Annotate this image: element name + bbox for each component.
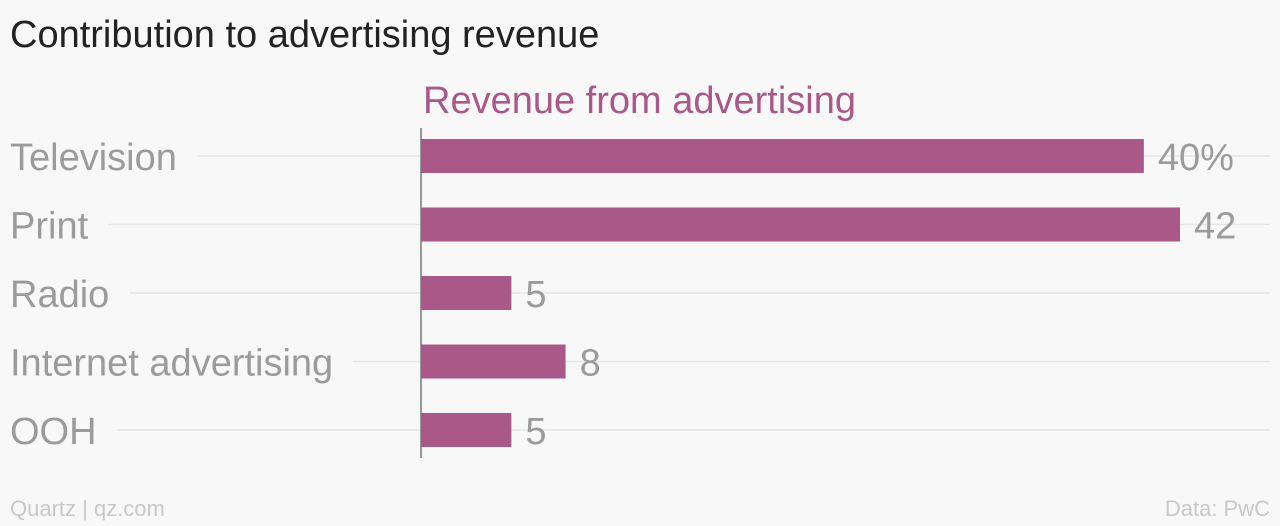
category-label-ooh: OOH <box>10 411 97 453</box>
value-label-television: 40% <box>1158 137 1234 179</box>
category-label-television: Television <box>10 137 177 179</box>
bar-television <box>421 139 1144 173</box>
category-label-print: Print <box>10 206 89 248</box>
value-labels: 40% 42 585 <box>525 137 1236 453</box>
chart-title: Contribution to advertising revenue <box>10 14 600 56</box>
footer-source-left: Quartz | qz.com <box>10 496 165 521</box>
category-label-internet-advertising: Internet advertising <box>10 343 333 385</box>
value-label-ooh: 5 <box>525 411 546 453</box>
bar-print <box>421 207 1180 242</box>
bar-ooh <box>421 413 512 447</box>
gridlines <box>108 155 1270 431</box>
category-label-radio: Radio <box>10 274 109 316</box>
footer-source-right: Data: PwC <box>1164 496 1270 521</box>
bar-radio <box>421 276 512 310</box>
value-label-internet-advertising: 8 <box>580 343 601 385</box>
series-label: Revenue from advertising <box>423 80 856 122</box>
category-labels: Television Print Radio Internet advertising… <box>10 137 333 453</box>
bar-internet-advertising <box>421 344 566 379</box>
bars <box>421 139 1180 447</box>
value-label-radio: 5 <box>525 274 546 316</box>
value-label-print: 42 <box>1194 206 1236 248</box>
